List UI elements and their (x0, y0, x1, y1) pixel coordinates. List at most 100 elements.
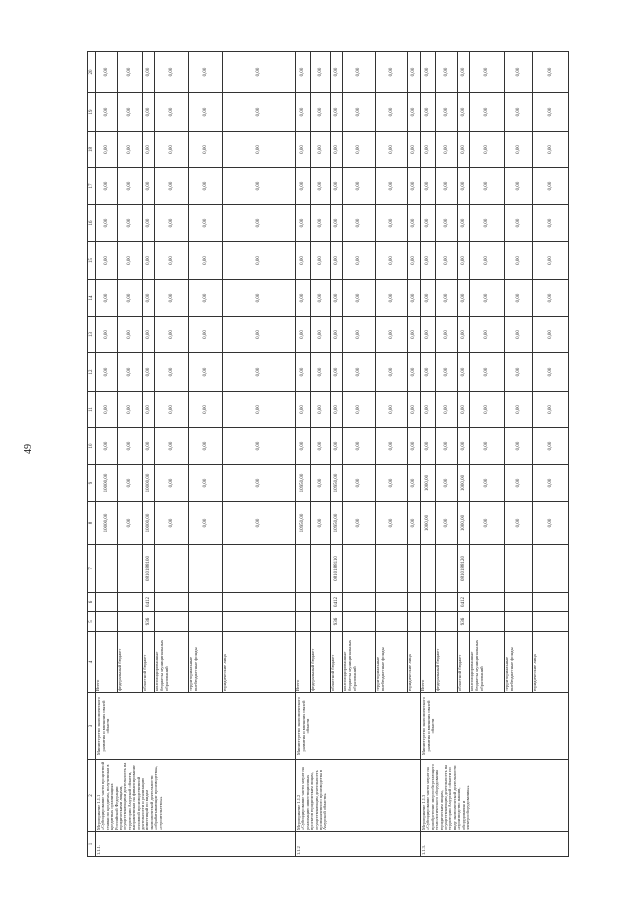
amount-cell: 0,00 (469, 51, 505, 93)
amount-cell: 0,00 (342, 316, 376, 353)
amount-cell: 0,00 (504, 92, 533, 132)
section-code (117, 592, 143, 612)
column-number-header: 4 (87, 631, 96, 693)
amount-cell: 0,00 (504, 501, 533, 545)
column-number-header: 15 (87, 241, 96, 280)
grbs-code (435, 611, 458, 632)
amount-cell: 0,00 (407, 501, 421, 545)
amount-cell: 0,00 (342, 427, 376, 465)
amount-cell: 1000,00 (420, 501, 436, 545)
amount-cell: 0,00 (188, 501, 223, 545)
measure-title: Мероприятие 1.1.3 «Субсидирование части … (420, 759, 569, 832)
funding-source: федеральный бюджет (435, 631, 458, 693)
amount-cell: 0,00 (154, 92, 189, 132)
amount-cell: 0,00 (407, 131, 421, 168)
amount-cell: 0,00 (457, 204, 470, 242)
amount-cell: 0,00 (420, 241, 436, 280)
amount-cell: 0,00 (504, 316, 533, 353)
amount-cell: 0,00 (532, 352, 569, 392)
grbs-code: 936 (142, 611, 155, 632)
amount-cell: 0,00 (435, 92, 458, 132)
grbs-code: 936 (457, 611, 470, 632)
amount-cell: 0,00 (420, 352, 436, 392)
funding-source: юридические лица (222, 631, 296, 693)
grbs-code: 936 (330, 611, 343, 632)
amount-cell: 0,00 (154, 464, 189, 502)
amount-cell: 0,00 (469, 279, 505, 317)
amount-cell: 0,00 (469, 204, 505, 242)
amount-cell: 0,00 (504, 241, 533, 280)
amount-cell: 0,00 (154, 279, 189, 317)
amount-cell: 0,00 (142, 241, 155, 280)
amount-cell: 0,00 (95, 352, 118, 392)
amount-cell: 0,00 (420, 204, 436, 242)
column-number-header: 2 (87, 759, 96, 832)
amount-cell: 0,00 (457, 352, 470, 392)
measure-number: 1.1.2 (295, 831, 421, 857)
amount-cell: 0,00 (188, 131, 223, 168)
target-article-code (188, 544, 223, 593)
amount-cell: 0,00 (117, 167, 143, 205)
amount-cell: 10000,00 (95, 464, 118, 502)
amount-cell: 0,00 (295, 131, 311, 168)
amount-cell: 0,00 (342, 204, 376, 242)
amount-cell: 0,00 (532, 464, 569, 502)
column-number-header: 16 (87, 204, 96, 242)
funding-source: Всего (295, 631, 311, 693)
amount-cell: 0,00 (420, 167, 436, 205)
amount-cell: 0,00 (188, 427, 223, 465)
amount-cell: 0,00 (295, 204, 311, 242)
amount-cell: 0,00 (310, 92, 331, 132)
amount-cell: 10000,00 (142, 464, 155, 502)
amount-cell: 0,00 (222, 167, 296, 205)
target-article-code (435, 544, 458, 593)
amount-cell: 0,00 (310, 501, 331, 545)
amount-cell: 0,00 (295, 316, 311, 353)
amount-cell: 0,00 (295, 241, 311, 280)
section-code (310, 592, 331, 612)
section-code (342, 592, 376, 612)
target-article-code (407, 544, 421, 593)
amount-cell: 0,00 (330, 316, 343, 353)
amount-cell: 0,00 (435, 131, 458, 168)
amount-cell: 0,00 (154, 131, 189, 168)
amount-cell: 0,00 (407, 92, 421, 132)
grbs-code (469, 611, 505, 632)
amount-cell: 0,00 (435, 464, 458, 502)
amount-cell: 0,00 (435, 241, 458, 280)
amount-cell: 0,00 (188, 167, 223, 205)
amount-cell: 0,00 (469, 131, 505, 168)
target-article-code (310, 544, 331, 593)
amount-cell: 0,00 (222, 464, 296, 502)
amount-cell: 0,00 (375, 131, 408, 168)
section-code (154, 592, 189, 612)
amount-cell: 0,00 (375, 391, 408, 428)
column-number-header: 13 (87, 316, 96, 353)
grbs-code (342, 611, 376, 632)
amount-cell: 0,00 (342, 464, 376, 502)
amount-cell: 0,00 (330, 51, 343, 93)
amount-cell: 10000,00 (95, 501, 118, 545)
amount-cell: 0,00 (375, 51, 408, 93)
amount-cell: 0,00 (375, 92, 408, 132)
amount-cell: 0,00 (435, 316, 458, 353)
target-article-code (420, 544, 436, 593)
amount-cell: 0,00 (310, 51, 331, 93)
amount-cell: 0,00 (375, 316, 408, 353)
amount-cell: 0,00 (154, 352, 189, 392)
amount-cell: 0,00 (330, 279, 343, 317)
amount-cell: 0,00 (504, 131, 533, 168)
amount-cell: 0,00 (188, 464, 223, 502)
amount-cell: 0,00 (295, 279, 311, 317)
amount-cell: 0,00 (435, 204, 458, 242)
amount-cell: 0,00 (142, 391, 155, 428)
amount-cell: 0,00 (310, 131, 331, 168)
section-code (532, 592, 569, 612)
amount-cell: 0,00 (407, 316, 421, 353)
amount-cell: 0,00 (222, 51, 296, 93)
table-row: 1.1.1. Мероприятие 1.1.1 «Субсидирование … (95, 51, 296, 857)
amount-cell: 0,00 (295, 51, 311, 93)
amount-cell: 0,00 (117, 51, 143, 93)
amount-cell: 0,00 (117, 316, 143, 353)
amount-cell: 0,00 (407, 464, 421, 502)
